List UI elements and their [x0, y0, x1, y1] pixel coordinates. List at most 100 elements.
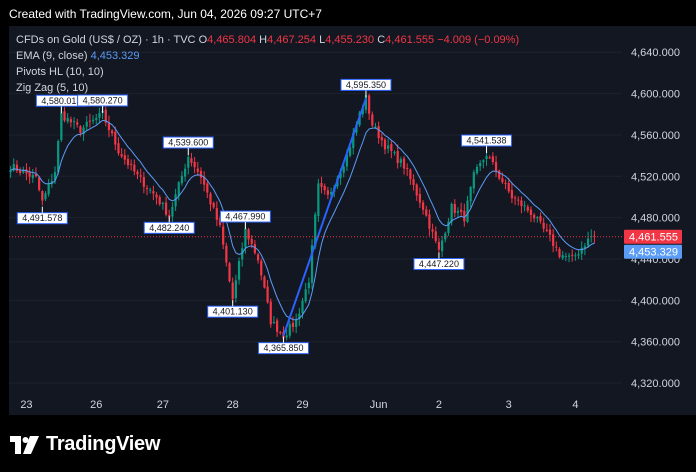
candle-body — [41, 191, 44, 201]
pivot-label-text: 4,580.013 — [41, 96, 81, 106]
zigzag-pivot-label: 4,467.990 — [219, 210, 271, 230]
candle-body — [377, 126, 380, 139]
candle-body — [91, 119, 95, 122]
candle-body — [425, 209, 428, 216]
candle-body — [586, 238, 590, 246]
candle-body — [241, 248, 244, 260]
candle-body — [444, 233, 447, 240]
x-tick-label: 23 — [20, 399, 32, 411]
legend-zigzag-row[interactable]: Zig Zag (5, 10) — [16, 80, 519, 96]
candle-body — [247, 229, 250, 240]
candle-body — [130, 163, 133, 165]
price-axis-panel[interactable] — [622, 26, 696, 415]
candle-body — [361, 108, 364, 115]
candle-body — [558, 249, 561, 257]
candle-body — [288, 324, 291, 336]
candle-body — [34, 174, 38, 177]
candle-body — [269, 301, 272, 325]
candle-body — [82, 127, 85, 135]
candle-body — [177, 182, 180, 196]
pivot-label-text: 4,447.220 — [419, 259, 459, 269]
candle-body — [533, 214, 536, 219]
candle-body — [523, 205, 526, 207]
candle-body — [383, 139, 387, 150]
y-tick-label: 4,480.000 — [631, 213, 680, 225]
x-tick-label: Jun — [370, 399, 388, 411]
change-value: −4.009 (−0.09%) — [437, 34, 520, 46]
candle-body — [501, 178, 504, 183]
candles — [9, 90, 596, 342]
candle-body — [123, 155, 126, 160]
candle-body — [107, 122, 111, 131]
candle-body — [88, 120, 92, 122]
x-tick-label: 29 — [296, 399, 308, 411]
legend-symbol-row[interactable]: CFDs on Gold (US$ / OZ) · 1h · TVC O4,46… — [16, 32, 519, 48]
candle-body — [256, 254, 260, 261]
candle-body — [323, 185, 326, 191]
high-value: 4,467.254 — [267, 34, 317, 46]
candle-body — [253, 244, 257, 253]
x-tick-label: 28 — [227, 399, 239, 411]
y-tick-label: 4,560.000 — [631, 130, 680, 142]
candle-body — [222, 226, 225, 245]
candle-body — [12, 164, 15, 171]
candle-body — [117, 143, 120, 154]
zigzag-pivot-label: 4,447.220 — [413, 252, 465, 271]
zigzag-pivot-label: 4,539.600 — [162, 136, 214, 156]
candle-body — [250, 238, 253, 244]
x-tick-label: 4 — [572, 399, 578, 411]
pivot-label-text: 4,539.600 — [168, 138, 208, 148]
candle-body — [31, 174, 34, 179]
symbol-label: CFDs on Gold (US$ / OZ) · 1h · TVC — [16, 34, 196, 46]
last-price-badge: 4,461.555 — [624, 229, 682, 244]
candle-body — [339, 172, 342, 179]
pivot-label-text: 4,401.130 — [213, 307, 253, 317]
candle-body — [279, 332, 282, 334]
x-tick-label: 3 — [506, 399, 512, 411]
candle-body — [428, 214, 431, 229]
top-bar: Created with TradingView.com, Jun 04, 20… — [0, 0, 696, 26]
pivot-label-text: 4,467.990 — [225, 212, 265, 222]
candle-body — [441, 240, 444, 252]
candle-body — [53, 172, 57, 181]
candle-body — [272, 322, 276, 324]
candle-body — [529, 209, 533, 215]
candle-body — [577, 253, 580, 256]
high-label: H — [259, 34, 268, 46]
ema-badge-text: 4,453.329 — [629, 247, 678, 259]
pivot-label-text: 4,541.538 — [467, 136, 507, 146]
pivot-label-text: 4,365.850 — [263, 343, 303, 353]
candle-body — [206, 183, 209, 193]
candle-body — [72, 121, 76, 123]
tradingview-logo[interactable]: TradingView — [10, 433, 160, 456]
ema-value: 4,453.329 — [90, 50, 140, 62]
candle-body — [412, 179, 415, 186]
grid — [9, 51, 622, 384]
candle-body — [199, 170, 203, 178]
pivot-label-text: 4,482.240 — [149, 223, 189, 233]
candle-body — [437, 241, 441, 250]
candle-body — [485, 156, 488, 159]
candle-body — [69, 119, 72, 123]
ema-layer — [10, 119, 595, 321]
candle-body — [285, 335, 288, 338]
candle-body — [317, 183, 320, 216]
y-tick-label: 4,360.000 — [631, 337, 680, 349]
legend-ema-row[interactable]: EMA (9, close) 4,453.329 — [16, 48, 519, 64]
y-tick-label: 4,520.000 — [631, 171, 680, 183]
candle-body — [228, 263, 231, 282]
pivot-label-text: 4,595.350 — [346, 80, 386, 90]
x-tick-label: 26 — [90, 399, 102, 411]
candle-body — [552, 234, 555, 246]
candle-body — [174, 194, 177, 207]
candle-body — [536, 217, 539, 219]
candle-body — [463, 210, 466, 222]
candle-body — [329, 191, 333, 195]
candle-body — [79, 126, 82, 133]
candle-body — [168, 215, 171, 217]
candle-body — [22, 170, 25, 173]
candle-body — [203, 176, 206, 185]
legend-pivots-row[interactable]: Pivots HL (10, 10) — [16, 64, 519, 80]
candle-body — [18, 170, 22, 174]
